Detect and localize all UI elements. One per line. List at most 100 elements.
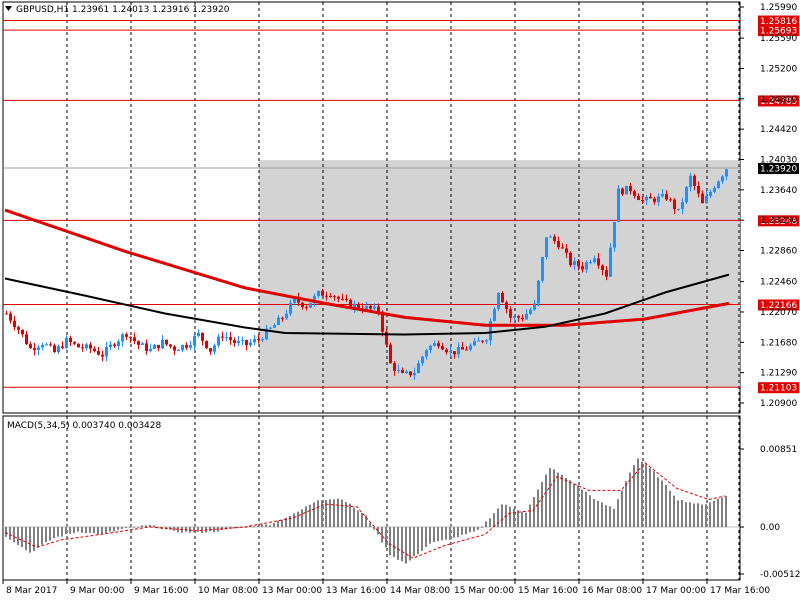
candle[interactable] xyxy=(273,324,276,328)
candle[interactable] xyxy=(293,297,296,303)
candle[interactable] xyxy=(353,304,356,308)
candle[interactable] xyxy=(621,188,624,195)
candle[interactable] xyxy=(297,297,300,303)
candle[interactable] xyxy=(557,240,560,248)
candle[interactable] xyxy=(457,347,460,355)
candle[interactable] xyxy=(217,336,220,346)
candle[interactable] xyxy=(61,346,64,348)
candle[interactable] xyxy=(585,262,588,270)
candle[interactable] xyxy=(413,373,416,376)
candle[interactable] xyxy=(145,343,148,351)
candle[interactable] xyxy=(717,181,720,188)
candle[interactable] xyxy=(509,309,512,318)
candle[interactable] xyxy=(677,208,680,210)
candle[interactable] xyxy=(497,292,500,309)
candle[interactable] xyxy=(153,344,156,349)
candle[interactable] xyxy=(241,340,244,342)
candle[interactable] xyxy=(409,371,412,376)
candle[interactable] xyxy=(233,340,236,343)
candle[interactable] xyxy=(469,345,472,350)
candle[interactable] xyxy=(165,339,168,345)
candle[interactable] xyxy=(73,342,76,344)
candle[interactable] xyxy=(461,347,464,350)
candle[interactable] xyxy=(681,202,684,209)
candle[interactable] xyxy=(109,344,112,347)
candle[interactable] xyxy=(701,193,704,204)
candle[interactable] xyxy=(513,316,516,318)
candle[interactable] xyxy=(577,261,580,267)
candle[interactable] xyxy=(325,295,328,297)
candle[interactable] xyxy=(85,344,88,349)
candle[interactable] xyxy=(277,317,280,325)
candle[interactable] xyxy=(421,356,424,364)
candle[interactable] xyxy=(345,298,348,300)
candle[interactable] xyxy=(125,334,128,337)
candle[interactable] xyxy=(629,185,632,192)
candle[interactable] xyxy=(385,331,388,345)
candle[interactable] xyxy=(685,187,688,203)
candle[interactable] xyxy=(401,369,404,373)
candle[interactable] xyxy=(321,290,324,296)
candle[interactable] xyxy=(489,321,492,341)
candle[interactable] xyxy=(193,336,196,346)
candle[interactable] xyxy=(697,185,700,194)
candle[interactable] xyxy=(369,305,372,309)
candle[interactable] xyxy=(221,336,224,338)
candle[interactable] xyxy=(417,363,420,374)
candle[interactable] xyxy=(633,191,636,196)
candle[interactable] xyxy=(21,329,24,335)
candle[interactable] xyxy=(605,270,608,277)
candle[interactable] xyxy=(365,305,368,310)
candle[interactable] xyxy=(525,313,528,320)
candle[interactable] xyxy=(197,332,200,337)
candle[interactable] xyxy=(573,261,576,266)
candle[interactable] xyxy=(29,344,32,349)
candle[interactable] xyxy=(161,339,164,349)
candle[interactable] xyxy=(237,340,240,343)
candle[interactable] xyxy=(113,344,116,347)
candle[interactable] xyxy=(441,346,444,350)
candle[interactable] xyxy=(593,258,596,263)
candle[interactable] xyxy=(209,348,212,352)
candle[interactable] xyxy=(473,341,476,346)
candle[interactable] xyxy=(713,187,716,192)
candle[interactable] xyxy=(141,343,144,345)
candle[interactable] xyxy=(285,313,288,319)
candle[interactable] xyxy=(329,295,332,297)
candle[interactable] xyxy=(377,306,380,313)
candle[interactable] xyxy=(641,200,644,202)
candle[interactable] xyxy=(41,344,44,348)
candle[interactable] xyxy=(705,195,708,204)
candle[interactable] xyxy=(625,185,628,195)
candle[interactable] xyxy=(561,247,564,249)
candle[interactable] xyxy=(289,302,292,314)
candle[interactable] xyxy=(137,341,140,345)
candle[interactable] xyxy=(69,337,72,343)
candle[interactable] xyxy=(205,340,208,349)
candle[interactable] xyxy=(177,350,180,352)
candle[interactable] xyxy=(249,342,252,346)
candle[interactable] xyxy=(281,317,284,319)
candle[interactable] xyxy=(477,340,480,342)
candle[interactable] xyxy=(381,312,384,332)
candle[interactable] xyxy=(657,196,660,203)
candle[interactable] xyxy=(393,363,396,371)
candle[interactable] xyxy=(9,313,12,321)
candle[interactable] xyxy=(541,257,544,281)
candle[interactable] xyxy=(301,302,304,308)
candle[interactable] xyxy=(637,195,640,201)
candle[interactable] xyxy=(25,334,28,345)
candle[interactable] xyxy=(337,296,340,299)
candle[interactable] xyxy=(349,299,352,308)
candle[interactable] xyxy=(601,265,604,271)
candle[interactable] xyxy=(689,175,692,188)
candle[interactable] xyxy=(189,345,192,348)
candle[interactable] xyxy=(93,348,96,351)
candle[interactable] xyxy=(405,371,408,373)
candle[interactable] xyxy=(37,347,40,350)
candle[interactable] xyxy=(89,344,92,349)
candle[interactable] xyxy=(225,337,228,339)
candle[interactable] xyxy=(505,302,508,310)
candle[interactable] xyxy=(725,169,728,177)
candle[interactable] xyxy=(257,339,260,341)
